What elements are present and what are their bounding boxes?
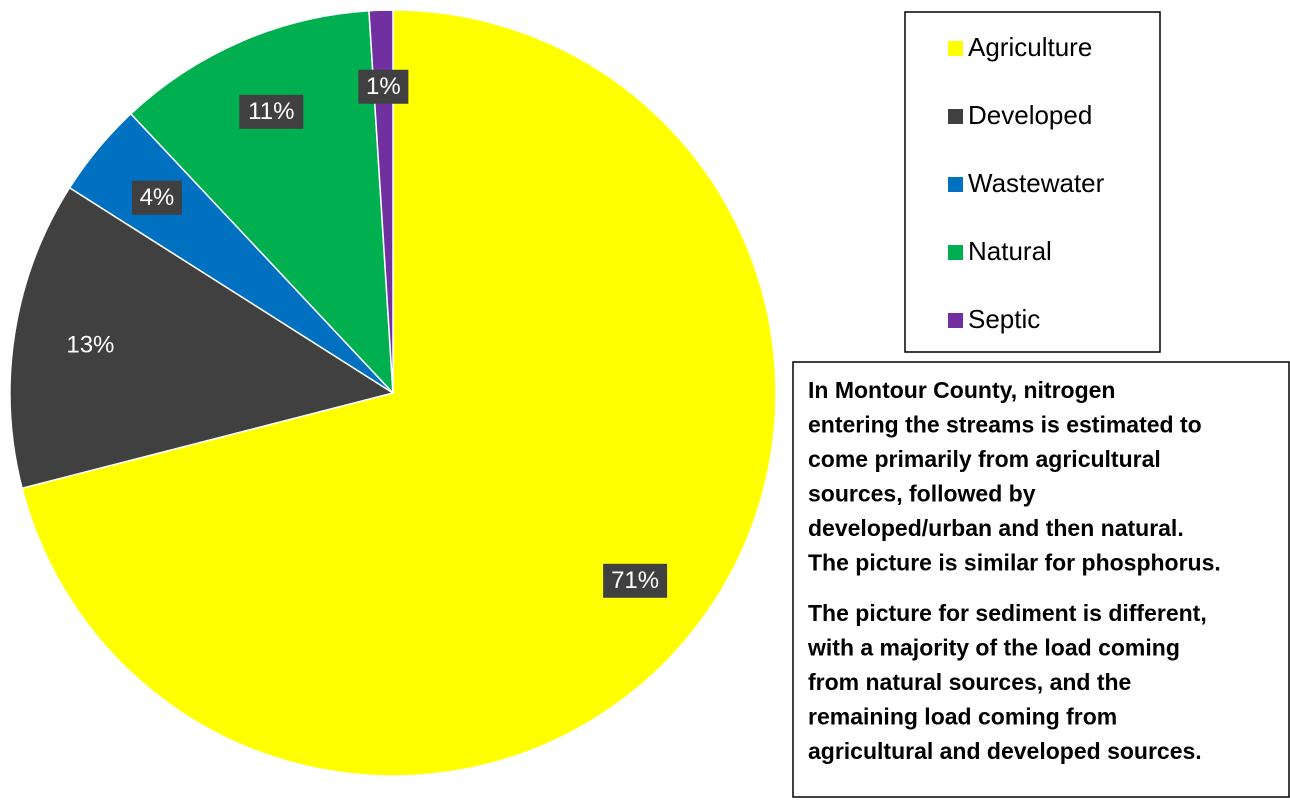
- note-line: come primarily from agricultural: [808, 446, 1161, 472]
- pie-slice: [129, 9, 394, 396]
- legend-swatch: [948, 177, 963, 192]
- data-label-bg: [358, 69, 409, 104]
- data-label: 11%: [248, 98, 294, 125]
- data-label-bg: [603, 563, 668, 598]
- note-line: entering the streams is estimated to: [808, 412, 1202, 438]
- data-label: 1%: [366, 73, 401, 100]
- note-line: The picture is similar for phosphorus.: [808, 550, 1221, 576]
- note-line: remaining load coming from: [808, 704, 1117, 730]
- note-line: The picture for sediment is different,: [808, 600, 1207, 626]
- legend-label: Wastewater: [968, 168, 1105, 198]
- legend-swatch: [948, 41, 963, 56]
- legend-label: Natural: [968, 236, 1052, 266]
- data-label-bg: [239, 94, 304, 129]
- legend-swatch: [948, 313, 963, 328]
- note-line: sources, followed by: [808, 481, 1036, 507]
- note-line: with a majority of the load coming: [807, 635, 1180, 661]
- note-line: from natural sources, and the: [808, 669, 1131, 695]
- pie-slice: [368, 9, 394, 394]
- legend-box: [904, 11, 1161, 353]
- legend-swatch: [948, 245, 963, 260]
- data-label: 13%: [66, 331, 114, 358]
- legend-label: Agriculture: [968, 32, 1092, 62]
- legend-label: Septic: [968, 304, 1040, 334]
- data-label-bg: [131, 180, 182, 215]
- note-line: In Montour County, nitrogen: [808, 377, 1115, 403]
- pie-slice: [21, 9, 777, 777]
- note-box: [792, 361, 1290, 798]
- pie-slice: [9, 186, 395, 490]
- data-label: 71%: [611, 567, 659, 594]
- data-label-bg: [58, 328, 123, 363]
- data-label: 4%: [140, 184, 175, 211]
- legend-label: Developed: [968, 100, 1092, 130]
- note-line: agricultural and developed sources.: [808, 738, 1202, 764]
- note-line: developed/urban and then natural.: [808, 515, 1184, 541]
- legend-swatch: [948, 109, 963, 124]
